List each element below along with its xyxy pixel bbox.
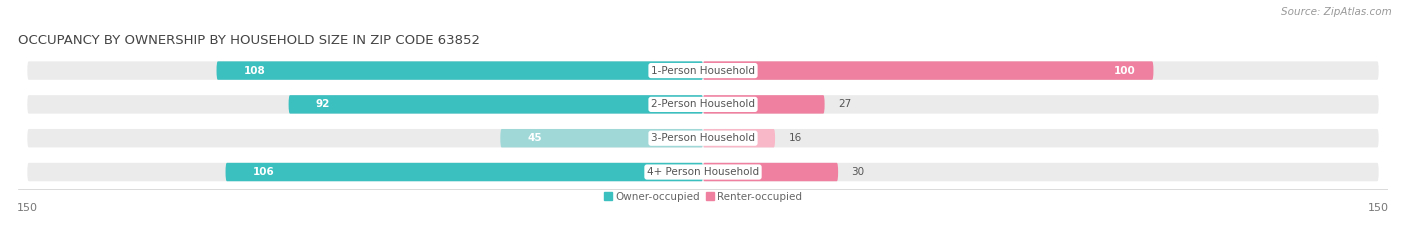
- FancyBboxPatch shape: [27, 163, 1379, 181]
- Text: 108: 108: [243, 65, 266, 75]
- FancyBboxPatch shape: [501, 129, 703, 147]
- Text: 106: 106: [253, 167, 274, 177]
- Text: 2-Person Household: 2-Person Household: [651, 99, 755, 109]
- Text: 92: 92: [315, 99, 330, 109]
- FancyBboxPatch shape: [703, 129, 775, 147]
- FancyBboxPatch shape: [703, 163, 838, 181]
- Legend: Owner-occupied, Renter-occupied: Owner-occupied, Renter-occupied: [603, 192, 803, 202]
- Text: 16: 16: [789, 133, 801, 143]
- FancyBboxPatch shape: [27, 129, 1379, 147]
- Text: 45: 45: [527, 133, 541, 143]
- FancyBboxPatch shape: [703, 61, 1153, 80]
- FancyBboxPatch shape: [703, 95, 824, 114]
- FancyBboxPatch shape: [27, 95, 1379, 114]
- FancyBboxPatch shape: [27, 61, 1379, 80]
- Text: 100: 100: [1114, 65, 1136, 75]
- FancyBboxPatch shape: [217, 61, 703, 80]
- Text: 3-Person Household: 3-Person Household: [651, 133, 755, 143]
- FancyBboxPatch shape: [225, 163, 703, 181]
- Text: 27: 27: [838, 99, 852, 109]
- Text: 4+ Person Household: 4+ Person Household: [647, 167, 759, 177]
- Text: 1-Person Household: 1-Person Household: [651, 65, 755, 75]
- Text: 30: 30: [852, 167, 865, 177]
- Text: OCCUPANCY BY OWNERSHIP BY HOUSEHOLD SIZE IN ZIP CODE 63852: OCCUPANCY BY OWNERSHIP BY HOUSEHOLD SIZE…: [18, 34, 481, 47]
- Text: Source: ZipAtlas.com: Source: ZipAtlas.com: [1281, 7, 1392, 17]
- FancyBboxPatch shape: [288, 95, 703, 114]
